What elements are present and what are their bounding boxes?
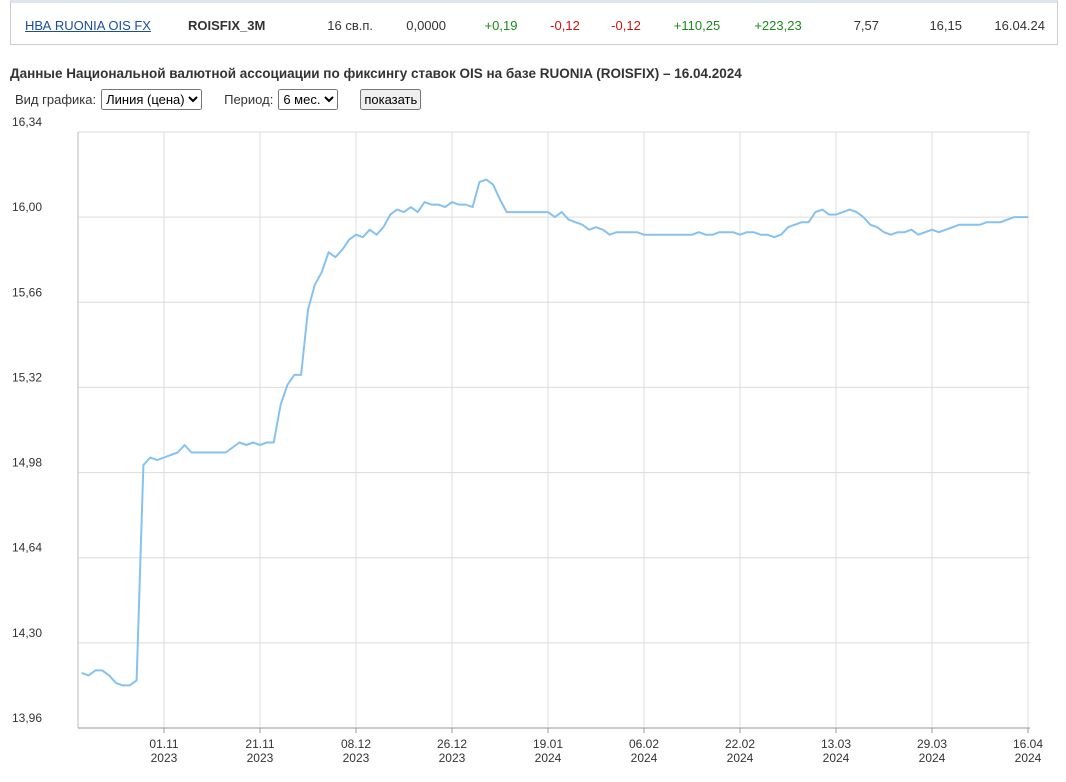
cell: -0,12 [611, 18, 641, 33]
x-tick-label: 26.12 2023 [437, 737, 467, 765]
period-select[interactable]: 6 мес. [278, 89, 339, 110]
x-tick-label: 22.02 2024 [725, 737, 755, 765]
show-button[interactable]: показать [360, 89, 422, 110]
y-tick-label: 16,00 [12, 200, 42, 214]
y-tick-label: 14,98 [12, 456, 42, 470]
cell: НВА RUONIA OIS FX [25, 18, 151, 33]
cell: 16,15 [929, 18, 962, 33]
cell: 7,57 [853, 18, 879, 33]
quote-row: НВА RUONIA OIS FX ROISFIX_3M 16 св.п. 0,000… [10, 0, 1058, 45]
controls: Вид графика: Линия (цена) Период: 6 мес.… [15, 89, 422, 110]
x-tick-label: 29.03 2024 [917, 737, 947, 765]
x-tick-label: 06.02 2024 [629, 737, 659, 765]
cell: +110,25 [673, 18, 721, 33]
cell: ROISFIX_3M [188, 18, 266, 33]
cell: 16 св.п. [327, 18, 373, 33]
y-tick-label: 13,96 [12, 711, 42, 725]
chart-type-label: Вид графика: [15, 92, 97, 107]
y-tick-label: 16,34 [12, 115, 42, 129]
cell: 0,0000 [406, 18, 446, 33]
y-tick-label: 15,32 [12, 370, 42, 384]
cell: 16.04.24 [994, 18, 1045, 33]
y-tick-label: 15,66 [12, 285, 42, 299]
x-tick-label: 08.12 2023 [341, 737, 371, 765]
line-series [81, 178, 1028, 687]
period-label: Период: [224, 92, 274, 107]
cell: +223,23 [754, 18, 802, 33]
y-tick-label: 14,30 [12, 626, 42, 640]
y-tick-label: 14,64 [12, 541, 42, 555]
x-tick-label: 16.04 2024 [1013, 737, 1043, 765]
instrument-link[interactable]: НВА RUONIA OIS FX [25, 18, 151, 33]
x-tick-label: 19.01 2024 [533, 737, 563, 765]
cell: +0,19 [484, 18, 518, 33]
cell: -0,12 [550, 18, 580, 33]
chart-type-select[interactable]: Линия (цена) [101, 89, 203, 110]
chart-title: Данные Национальной валютной ассоциации … [10, 66, 742, 81]
x-tick-label: 21.11 2023 [245, 737, 274, 765]
x-tick-label: 01.11 2023 [149, 737, 178, 765]
x-tick-label: 13.03 2024 [821, 737, 851, 765]
